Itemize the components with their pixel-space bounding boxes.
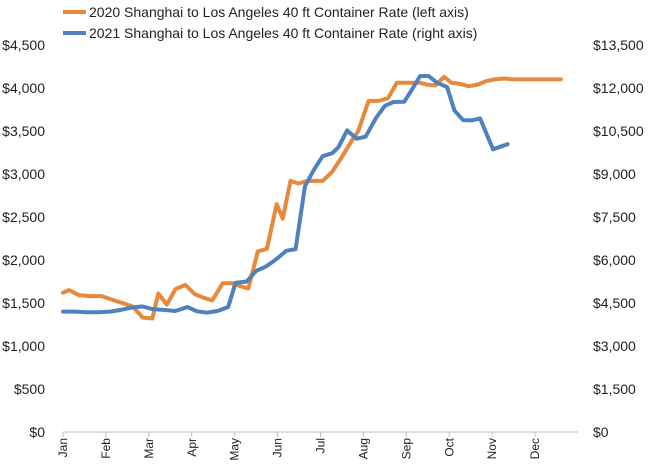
- left-axis-tick-label: $500: [14, 381, 45, 397]
- left-axis-tick-label: $3,500: [2, 123, 45, 139]
- right-axis-tick-label: $6,000: [593, 252, 636, 268]
- x-axis-tick-label: Sep: [399, 438, 413, 460]
- chart-axes: [62, 431, 578, 437]
- series-line-2021: [61, 74, 510, 315]
- right-axis-tick-label: $7,500: [593, 209, 636, 225]
- right-axis-tick-label: $0: [593, 424, 609, 440]
- left-axis-tick-label: $0: [29, 424, 45, 440]
- right-axis-tick-label: $3,000: [593, 338, 636, 354]
- x-axis-tick-label: Mar: [142, 438, 156, 459]
- series-line-2020: [61, 74, 563, 321]
- legend-label-2020: 2020 Shanghai to Los Angeles 40 ft Conta…: [89, 4, 469, 20]
- x-axis-tick-label: Jan: [56, 438, 70, 457]
- right-axis-tick-label: $13,500: [593, 37, 644, 53]
- x-axis-tick-label: Apr: [185, 438, 199, 457]
- x-axis-tick-label: Jul: [314, 438, 328, 453]
- x-axis-tick-label: Feb: [99, 438, 113, 459]
- x-axis-tick-label: Dec: [528, 438, 542, 459]
- left-axis-tick-label: $4,500: [2, 37, 45, 53]
- chart-series: [61, 74, 563, 321]
- left-axis-tick-label: $1,000: [2, 338, 45, 354]
- right-axis-tick-label: $10,500: [593, 123, 644, 139]
- right-axis-tick-labels: $0 $1,500 $3,000 $4,500 $6,000 $7,500 $9,000 $1…: [593, 37, 644, 440]
- left-axis-tick-label: $2,000: [2, 252, 45, 268]
- x-axis-tick-label: Nov: [485, 438, 499, 459]
- left-axis-tick-label: $2,500: [2, 209, 45, 225]
- x-axis-tick-label: Jun: [271, 438, 285, 457]
- right-axis-tick-label: $9,000: [593, 166, 636, 182]
- left-axis-tick-label: $1,500: [2, 295, 45, 311]
- right-axis-tick-label: $12,000: [593, 80, 644, 96]
- right-axis-tick-label: $4,500: [593, 295, 636, 311]
- x-axis-tick-label: May: [228, 438, 242, 461]
- x-axis-tick-labels: Jan Feb Mar Apr May Jun Jul Aug Sep Oct Nov Dec: [56, 437, 542, 460]
- x-axis-tick-label: Aug: [356, 438, 370, 459]
- left-axis-tick-labels: $0 $500 $1,000 $1,500 $2,000 $2,500 $3,000 $3,5…: [2, 37, 45, 440]
- left-axis-tick-label: $3,000: [2, 166, 45, 182]
- x-axis-tick-label: Oct: [442, 437, 456, 456]
- chart-legend: 2020 Shanghai to Los Angeles 40 ft Conta…: [63, 4, 477, 41]
- right-axis-tick-label: $1,500: [593, 381, 636, 397]
- legend-label-2021: 2021 Shanghai to Los Angeles 40 ft Conta…: [89, 25, 477, 41]
- left-axis-tick-label: $4,000: [2, 80, 45, 96]
